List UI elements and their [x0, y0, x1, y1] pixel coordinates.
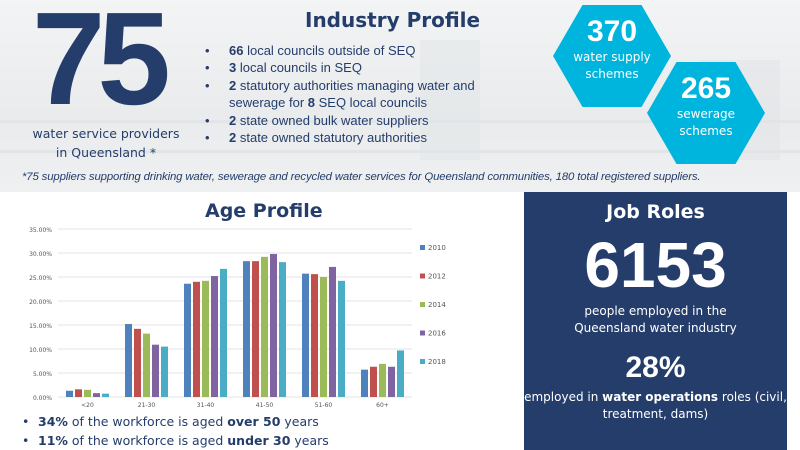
legend-swatch	[420, 359, 425, 364]
legend-label: 2014	[428, 301, 446, 309]
list-item: 2 statutory authorities managing water a…	[205, 77, 490, 112]
bar-2012-<20	[75, 389, 82, 397]
sewerage-hexagon: 265 sewerage schemes	[647, 62, 765, 164]
y-tick-label: 5.00%	[33, 371, 52, 378]
industry-list: 66 local councils outside of SEQ 3 local…	[205, 42, 490, 147]
list-item: 3 local councils in SEQ	[205, 59, 490, 77]
y-tick-label: 30.00%	[29, 251, 52, 258]
hex-caption: water supply schemes	[573, 50, 651, 81]
bar-2012-51-60	[311, 274, 318, 397]
age-profile-chart: 0.00% 5.00% 10.00% 15.00% 20.00% 25.00% 30.00%…	[29, 227, 446, 409]
hex-number: 265	[680, 72, 732, 105]
bar-2014-41-50	[261, 256, 268, 397]
hex-number: 370	[586, 15, 638, 48]
legend-swatch	[420, 302, 425, 307]
bar-2010-<20	[66, 390, 73, 397]
job-roles-title: Job Roles	[606, 201, 705, 223]
x-tick-label: 51-60	[315, 402, 333, 409]
legend-label: 2016	[428, 330, 446, 338]
bar-2014-<20	[84, 389, 91, 397]
bar-2010-51-60	[302, 273, 309, 397]
operations-caption: employed in water operations roles (civi…	[524, 390, 787, 421]
bar-2012-21-30	[134, 328, 141, 397]
list-item: 2 state owned statutory authorities	[205, 129, 490, 147]
industry-profile-title: Industry Profile	[305, 8, 481, 32]
legend-label: 2018	[428, 358, 446, 366]
x-tick-label: 31-40	[197, 402, 215, 409]
provider-caption: water service providers in Queensland *	[32, 126, 180, 160]
water-supply-hexagon: 370 water supply schemes	[553, 5, 671, 107]
job-roles-panel: Job Roles 6153 people employed in the Qu…	[524, 192, 787, 450]
list-item: 11% of the workforce is aged under 30 ye…	[22, 431, 329, 450]
bar-2016-<20	[93, 393, 100, 397]
bar-2016-41-50	[270, 253, 277, 397]
bar-2010-41-50	[243, 261, 250, 397]
bar-2016-51-60	[329, 266, 336, 397]
hex-caption: sewerage schemes	[676, 107, 736, 138]
x-tick-label: 60+	[376, 402, 389, 409]
legend-label: 2012	[428, 273, 446, 281]
bar-2010-60+	[361, 369, 368, 397]
bar-2018-21-30	[161, 346, 168, 397]
bar-2010-31-40	[184, 283, 191, 397]
x-tick-label: <20	[81, 402, 94, 409]
legend-swatch	[420, 273, 425, 279]
y-tick-label: 25.00%	[29, 275, 52, 282]
chart-title: Age Profile	[205, 200, 323, 222]
bar-2014-51-60	[320, 277, 327, 397]
y-tick-label: 0.00%	[33, 395, 52, 402]
bar-2014-21-30	[143, 333, 150, 397]
y-tick-label: 35.00%	[29, 227, 52, 234]
operations-percent: 28%	[625, 351, 686, 384]
bar-2012-41-50	[252, 261, 259, 397]
legend-swatch	[420, 330, 425, 336]
bar-2010-21-30	[125, 324, 132, 397]
list-item: 66 local councils outside of SEQ	[205, 42, 490, 60]
x-tick-label: 21-30	[138, 402, 156, 409]
bar-2016-60+	[388, 366, 395, 397]
list-item: 34% of the workforce is aged over 50 yea…	[22, 412, 329, 431]
bar-2012-60+	[370, 366, 377, 397]
bar-2014-60+	[379, 363, 386, 397]
bar-2016-31-40	[211, 276, 218, 397]
bar-2018-51-60	[338, 280, 345, 397]
y-tick-label: 15.00%	[29, 323, 52, 330]
footnote: *75 suppliers supporting drinking water,…	[22, 171, 701, 183]
legend-swatch	[420, 245, 425, 250]
y-tick-label: 10.00%	[29, 347, 52, 354]
bar-2018-31-40	[220, 268, 227, 397]
y-tick-label: 20.00%	[29, 299, 52, 306]
provider-count: 75	[32, 0, 171, 132]
bar-2018-41-50	[279, 262, 286, 397]
list-item: 2 state owned bulk water suppliers	[205, 112, 490, 130]
x-tick-label: 41-50	[256, 402, 274, 409]
bar-2014-31-40	[202, 280, 209, 397]
legend-label: 2010	[428, 244, 446, 252]
employee-caption: people employed in the Queensland water …	[574, 304, 737, 335]
bar-2016-21-30	[152, 344, 159, 397]
employee-count: 6153	[584, 229, 727, 301]
age-bullets: 34% of the workforce is aged over 50 yea…	[22, 412, 329, 450]
bar-2012-31-40	[193, 281, 200, 397]
bar-2018-<20	[102, 393, 109, 397]
bar-2018-60+	[397, 350, 404, 397]
